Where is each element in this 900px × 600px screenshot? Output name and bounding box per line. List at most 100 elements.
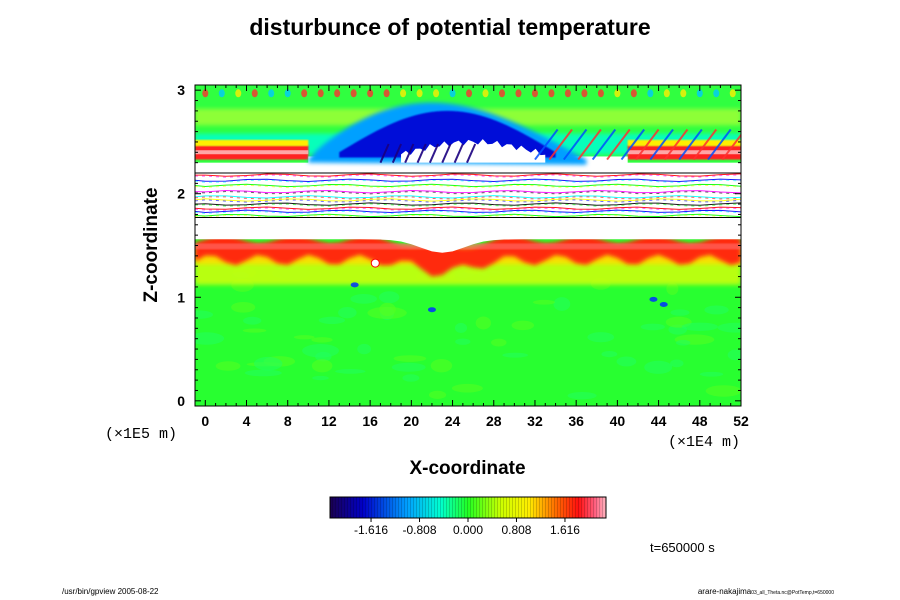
field-patch — [253, 356, 283, 371]
field-patch — [357, 343, 372, 355]
top-oscillation — [663, 89, 670, 98]
field-patch — [532, 299, 556, 305]
wave-streak — [534, 128, 559, 161]
cold-dome-core — [339, 110, 556, 158]
wave-streak — [591, 128, 617, 161]
wave-streak — [678, 128, 703, 161]
time-label: t=650000 s — [650, 540, 715, 555]
strata-line — [195, 196, 741, 200]
strata-line — [195, 209, 741, 214]
x-tick-label: 0 — [201, 413, 209, 429]
wave-streak — [649, 128, 674, 161]
y-tick-label: 1 — [177, 289, 185, 305]
top-oscillation — [433, 89, 440, 98]
top-oscillation — [334, 89, 341, 98]
field-patch — [195, 332, 225, 345]
dome-streak — [441, 143, 452, 164]
top-oscillation — [630, 89, 637, 98]
x-tick-label: 48 — [692, 413, 708, 429]
colorbar-stripes — [330, 497, 606, 518]
top-oscillation — [696, 89, 703, 98]
field-patch — [705, 385, 741, 397]
top-oscillation — [482, 89, 489, 98]
strata-line — [195, 179, 741, 183]
field-patch — [727, 349, 741, 361]
colorbar-tick-label: 0.000 — [453, 523, 483, 537]
strata-line — [195, 184, 741, 189]
top-oscillation — [251, 89, 258, 98]
x-axis-label: X-coordinate — [409, 458, 526, 479]
x-tick-label: 4 — [243, 413, 251, 429]
strata-line — [195, 178, 741, 182]
cold-blob — [350, 282, 359, 288]
colorbar-tick-label: -0.808 — [403, 523, 437, 537]
field-patch — [242, 328, 267, 333]
field-patch — [318, 316, 345, 324]
footer-source: arare-nakajima03_all_Theta.nc@PotTemp,t=… — [697, 587, 834, 596]
field-patch — [379, 291, 400, 304]
wave-streak — [563, 128, 588, 161]
strata-line — [195, 210, 741, 215]
field-patch — [616, 356, 637, 367]
field-patch — [215, 361, 241, 371]
y-axis-label: Z-coordinate — [141, 187, 162, 303]
field-patch — [244, 369, 282, 377]
dome-streak — [453, 143, 464, 164]
cold-blob — [649, 296, 658, 302]
top-oscillation — [531, 89, 538, 98]
top-oscillation — [268, 89, 275, 98]
field-patch — [454, 322, 468, 334]
field-patch — [367, 306, 407, 319]
field-patch — [676, 339, 691, 346]
field-patch — [601, 350, 618, 358]
x-tick-label: 40 — [610, 413, 626, 429]
side-yellow-band — [627, 139, 741, 147]
strata-line — [195, 174, 741, 178]
colorbar-tick-label: 0.808 — [501, 523, 531, 537]
heatmap-field — [195, 85, 741, 406]
field-patch — [491, 338, 507, 347]
top-oscillation — [400, 89, 407, 98]
field-patch — [717, 322, 741, 333]
field-patch — [195, 310, 214, 319]
field-patch — [640, 323, 665, 331]
top-oscillation — [466, 89, 473, 98]
top-oscillation — [597, 89, 604, 98]
strata-line — [195, 206, 741, 210]
top-oscillation — [235, 89, 242, 98]
wave-streak — [721, 133, 741, 161]
y-scale-note: (×1E5 m) — [105, 426, 178, 443]
top-oscillation — [564, 89, 571, 98]
top-oscillation — [515, 89, 522, 98]
field-patch — [644, 360, 673, 374]
top-oscillation — [713, 89, 720, 98]
y-tick-label: 3 — [177, 82, 185, 98]
strata-line — [195, 207, 741, 211]
field-patch — [243, 316, 262, 325]
y-tick-label: 2 — [177, 186, 185, 202]
top-oscillation — [498, 89, 505, 98]
x-tick-label: 32 — [527, 413, 543, 429]
field-patch — [311, 359, 333, 373]
top-oscillation — [416, 89, 423, 98]
dome-streak — [379, 143, 390, 164]
field-patch — [475, 316, 492, 330]
top-oscillation — [680, 89, 687, 98]
top-oscillation — [729, 89, 736, 98]
x-tick-label: 20 — [404, 413, 420, 429]
field-patch — [231, 301, 256, 313]
wave-streak — [692, 128, 718, 161]
strata-line — [195, 183, 741, 188]
top-oscillation — [367, 89, 374, 98]
field-patch — [430, 359, 453, 373]
top-oscillation — [383, 89, 390, 98]
colorbar-tick-label: -1.616 — [354, 523, 388, 537]
saturated-layer — [195, 160, 741, 253]
x-tick-label: 24 — [445, 413, 461, 429]
top-oscillation — [449, 89, 456, 98]
x-tick-label: 8 — [284, 413, 292, 429]
field-patch — [293, 335, 315, 340]
y-axis: 0 1 2 3 — [177, 82, 741, 409]
field-patch — [681, 322, 718, 331]
field-patch — [312, 375, 329, 381]
